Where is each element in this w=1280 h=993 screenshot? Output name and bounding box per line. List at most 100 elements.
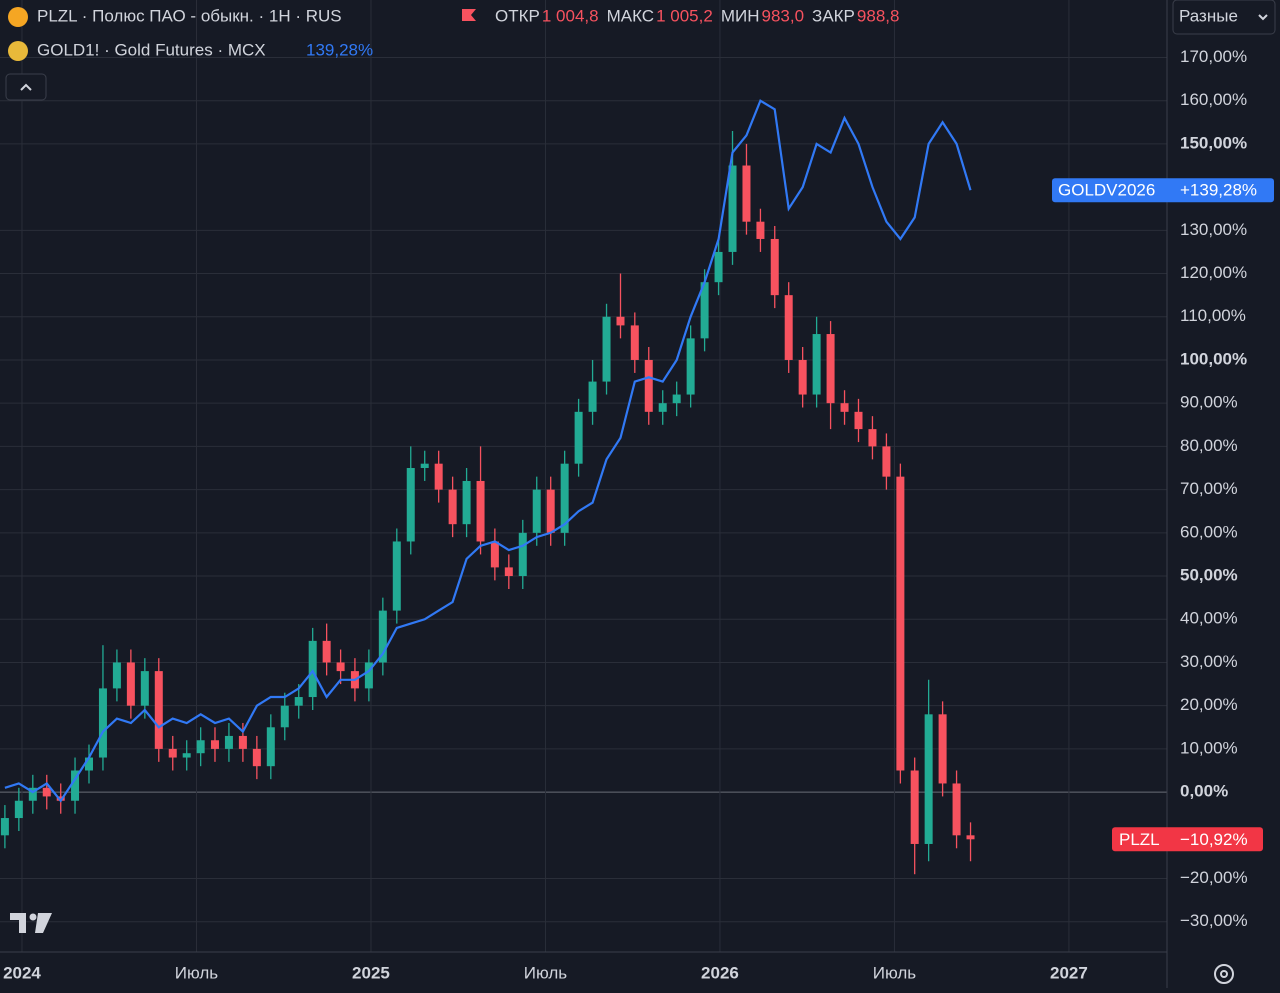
candle-body — [266, 727, 275, 767]
candle-body — [392, 541, 401, 611]
settings-icon[interactable] — [1214, 964, 1234, 984]
y-tick-label: 50,00% — [1180, 566, 1238, 585]
legend-main: PLZL · Полюс ПАО - обыкн. · 1H · RUS — [37, 6, 342, 25]
candle-body — [448, 489, 457, 525]
candle-body — [182, 753, 191, 758]
y-tick-label: 160,00% — [1180, 90, 1247, 109]
candle-body — [0, 818, 9, 836]
y-tick-label: 110,00% — [1180, 306, 1246, 325]
ohlc-value: 983,0 — [762, 6, 805, 25]
candle-body — [784, 295, 793, 360]
scale-mode[interactable]: Разные — [1179, 6, 1238, 25]
candle-body — [28, 787, 37, 801]
candle-body — [112, 662, 121, 689]
candle-body — [714, 251, 723, 283]
candle-body — [770, 238, 779, 296]
collapse-button[interactable] — [5, 73, 47, 101]
candle-body — [490, 541, 499, 568]
y-tick-label: 150,00% — [1180, 133, 1247, 152]
candle-body — [196, 740, 205, 754]
badge-name: GOLDV2026 — [1058, 181, 1155, 200]
candle-body — [322, 640, 331, 663]
price-badge — [1112, 827, 1263, 852]
symbol-icon — [8, 7, 28, 27]
candle-body — [420, 463, 429, 469]
candle-body — [210, 740, 219, 749]
y-tick-label: 100,00% — [1180, 349, 1247, 368]
y-tick-label: 120,00% — [1180, 263, 1247, 282]
candle-body — [71, 770, 80, 801]
candle-body — [56, 796, 65, 801]
badge-name: PLZL — [1119, 830, 1160, 849]
candle-body — [308, 640, 317, 698]
candle-body — [938, 714, 947, 784]
legend-compare-value: 139,28% — [306, 40, 373, 59]
dropdown-icon — [1258, 14, 1268, 21]
price-badge — [1052, 178, 1274, 203]
y-tick-label: 70,00% — [1180, 479, 1238, 498]
grid — [0, 0, 1167, 952]
candle-body — [826, 334, 835, 404]
candle-body — [700, 282, 709, 339]
candle-body — [434, 463, 443, 490]
y-tick-label: 90,00% — [1180, 393, 1238, 412]
candle-body — [280, 705, 289, 728]
legend-compare: GOLD1! · Gold Futures · MCX — [37, 40, 266, 59]
candle-body — [42, 787, 51, 797]
candle-body — [672, 394, 681, 404]
candle-body — [378, 610, 387, 663]
collapse-icon — [20, 83, 32, 91]
scale-dropdown[interactable] — [1172, 0, 1276, 35]
candle-body — [294, 697, 303, 706]
x-tick-label: 2025 — [352, 963, 390, 982]
x-tick-label: 2027 — [1050, 963, 1088, 982]
candle-body — [238, 735, 247, 749]
ohlc-value: 1 005,2 — [656, 6, 713, 25]
candle-body — [84, 757, 93, 771]
candle-body — [742, 165, 751, 222]
y-tick-label: −30,00% — [1180, 911, 1248, 930]
y-tick-label: 130,00% — [1180, 220, 1247, 239]
ohlc-label: ОТКР — [495, 6, 540, 25]
candle-body — [686, 338, 695, 395]
candle-body — [882, 446, 891, 477]
symbol-icon — [8, 41, 28, 61]
candle-body — [966, 835, 975, 840]
candle-body — [504, 567, 513, 577]
y-tick-label: 40,00% — [1180, 609, 1238, 628]
y-tick-label: 80,00% — [1180, 436, 1238, 455]
candle-body — [658, 403, 667, 412]
compare-line — [4, 99, 972, 803]
candle-body — [812, 334, 821, 395]
candle-body — [462, 480, 471, 525]
y-tick-label: −20,00% — [1180, 868, 1248, 887]
candle-body — [616, 316, 625, 326]
candle-body — [560, 463, 569, 533]
marks — [0, 99, 975, 875]
y-tick-label: 170,00% — [1180, 47, 1247, 66]
x-tick-label: Июль — [524, 963, 568, 982]
candle-body — [336, 662, 345, 672]
candle-body — [140, 671, 149, 706]
ohlc-value: 1 004,8 — [542, 6, 599, 25]
candle-body — [952, 783, 961, 836]
x-tick-label: Июль — [873, 963, 917, 982]
ohlc-label: МИН — [721, 6, 760, 25]
labels: −30,00% −20,00% 0,00% 10,00% 20,00% 30,00% 40,… — [3, 47, 1274, 982]
candle-body — [546, 489, 555, 533]
candle-body — [868, 429, 877, 447]
badge-value: −10,92% — [1180, 830, 1248, 849]
candle-body — [798, 359, 807, 395]
candle-body — [14, 800, 23, 819]
candle-body — [630, 325, 639, 360]
candle-body — [840, 403, 849, 412]
candle-body — [168, 748, 177, 758]
badge-value: +139,28% — [1180, 181, 1257, 200]
candle-body — [728, 165, 737, 252]
x-tick-label: 2024 — [3, 963, 41, 982]
y-tick-label: 30,00% — [1180, 652, 1238, 671]
flag-icon[interactable] — [462, 9, 476, 21]
ohlc: ОТКР 1 004,8 МАКС 1 005,2 МИН 983,0 ЗАКР 988,8 — [495, 6, 899, 25]
